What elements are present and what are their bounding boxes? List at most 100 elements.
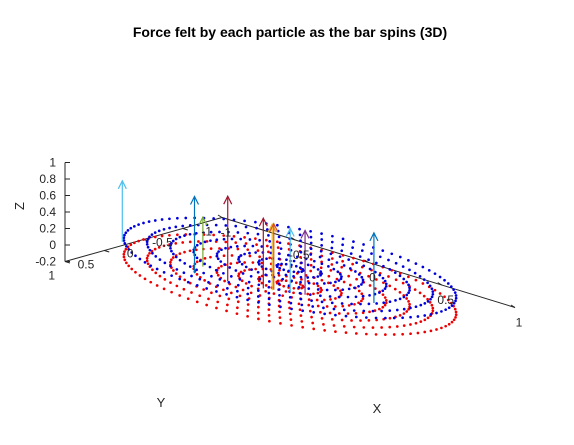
blue-particle-point: [344, 314, 348, 318]
red-particle-point: [334, 297, 337, 300]
blue-particle-point: [280, 262, 283, 266]
blue-particle-point: [423, 302, 427, 305]
blue-particle-point: [384, 316, 387, 320]
red-particle-point: [453, 307, 457, 311]
blue-particle-point: [339, 272, 342, 276]
red-particle-point: [373, 309, 377, 312]
blue-particle-point: [229, 275, 233, 278]
red-particle-point: [340, 265, 344, 269]
blue-particle-point: [452, 301, 456, 305]
red-particle-point: [178, 294, 182, 297]
red-particle-point: [143, 277, 147, 281]
blue-particle-point: [195, 284, 199, 287]
blue-particle-point: [178, 235, 182, 239]
red-particle-point: [198, 294, 202, 298]
red-particle-point: [243, 236, 246, 239]
red-particle-point: [268, 256, 272, 260]
red-particle-point: [357, 301, 360, 305]
blue-particle-point: [405, 293, 409, 297]
blue-particle-point: [327, 258, 331, 262]
red-particle-point: [289, 318, 293, 321]
blue-particle-point: [205, 287, 208, 290]
blue-particle-point: [170, 274, 173, 278]
red-particle-point: [419, 320, 423, 323]
blue-particle-point: [328, 295, 332, 298]
blue-particle-point: [299, 297, 303, 301]
red-particle-point: [359, 319, 362, 322]
blue-particle-point: [224, 246, 227, 250]
z-tick-label: 0: [49, 238, 56, 252]
blue-particle-point: [290, 307, 293, 311]
blue-particle-point: [268, 303, 271, 307]
blue-particle-point: [301, 309, 305, 313]
blue-particle-point: [381, 289, 385, 293]
blue-particle-point: [393, 271, 397, 274]
blue-particle-point: [318, 255, 322, 259]
red-particle-point: [148, 251, 151, 255]
blue-particle-point: [362, 309, 366, 313]
blue-particle-point: [220, 248, 223, 252]
red-particle-point: [145, 259, 149, 263]
red-particle-point: [223, 279, 226, 283]
blue-particle-point: [281, 277, 285, 281]
blue-particle-point: [170, 241, 173, 245]
red-particle-point: [236, 306, 239, 310]
red-particle-point: [339, 293, 343, 297]
z-axis-label: Z: [12, 202, 27, 210]
blue-particle-point: [384, 284, 388, 288]
blue-particle-point: [308, 293, 312, 296]
red-particle-point: [312, 282, 316, 285]
red-particle-point: [278, 268, 281, 272]
red-particle-point: [361, 297, 365, 301]
red-particle-point: [256, 311, 260, 315]
red-particle-point: [414, 321, 418, 325]
blue-particle-point: [402, 295, 406, 299]
red-particle-point: [316, 291, 320, 295]
red-particle-point: [340, 291, 343, 295]
blue-particle-point: [188, 232, 192, 236]
red-particle-point: [248, 268, 251, 271]
x-axis-label: X: [373, 401, 382, 416]
red-particle-point: [381, 293, 385, 297]
force-vector-head: [369, 231, 379, 242]
blue-particle-point: [236, 289, 239, 293]
red-particle-point: [341, 253, 345, 257]
blue-particle-point: [368, 267, 372, 271]
red-particle-point: [350, 319, 353, 322]
blue-particle-point: [237, 255, 241, 259]
red-particle-point: [347, 274, 351, 278]
blue-particle-point: [306, 263, 310, 267]
blue-particle-point: [443, 278, 446, 282]
x-tick-mark: [437, 282, 443, 286]
red-particle-point: [332, 284, 336, 287]
red-particle-point: [380, 326, 383, 329]
blue-particle-point: [182, 271, 186, 275]
red-particle-point: [254, 237, 257, 240]
red-particle-point: [279, 322, 282, 325]
red-particle-point: [229, 291, 233, 295]
red-particle-point: [311, 321, 315, 325]
red-particle-point: [330, 257, 334, 260]
red-particle-point: [357, 289, 361, 293]
red-particle-point: [374, 287, 377, 290]
blue-particle-point: [219, 260, 223, 263]
blue-particle-point: [195, 243, 199, 247]
blue-particle-point: [277, 288, 281, 291]
blue-particle-point: [212, 217, 215, 220]
blue-particle-point: [337, 279, 341, 282]
red-particle-point: [407, 300, 410, 303]
red-particle-point: [123, 250, 126, 254]
red-particle-point: [137, 239, 140, 243]
blue-particle-point: [170, 249, 173, 253]
red-particle-point: [292, 291, 295, 295]
red-particle-point: [220, 264, 223, 268]
red-particle-point: [284, 290, 288, 293]
blue-particle-point: [256, 270, 260, 274]
blue-particle-point: [224, 224, 228, 227]
red-particle-point: [329, 269, 333, 272]
red-particle-point: [236, 247, 240, 251]
blue-particle-point: [247, 280, 251, 284]
red-particle-point: [336, 286, 340, 290]
red-particle-point: [351, 262, 354, 266]
red-particle-point: [365, 332, 368, 336]
